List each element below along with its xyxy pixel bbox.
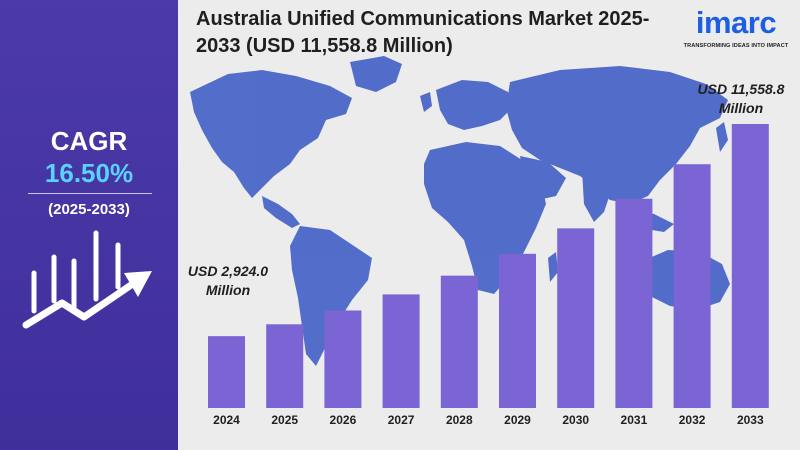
x-label-2029: 2029 [504, 413, 531, 427]
logo-tagline: TRANSFORMING IDEAS INTO IMPACT [683, 43, 789, 49]
callout-start-value: USD 2,924.0 Million [187, 263, 269, 298]
growth-chart-icon [22, 230, 152, 329]
bar-2025 [266, 324, 304, 408]
bar-2024 [208, 336, 245, 408]
x-label-2033: 2033 [737, 413, 764, 427]
bar-2031 [615, 198, 653, 408]
x-label-2032: 2032 [679, 413, 706, 427]
x-label-2024: 2024 [213, 413, 240, 427]
imarc-logo: imarc TRANSFORMING IDEAS INTO IMPACT [680, 6, 792, 56]
chart-title: Australia Unified Communications Market … [196, 8, 650, 57]
cagr-label: CAGR [50, 126, 128, 156]
cagr-divider [28, 193, 152, 194]
cagr-panel: CAGR 16.50% (2025-2033) [0, 0, 178, 450]
x-label-2031: 2031 [621, 413, 648, 427]
x-label-2026: 2026 [330, 413, 357, 427]
bar-2028 [440, 275, 478, 408]
callout-end-value: USD 11,558.8 Million [697, 81, 785, 116]
bar-2026 [324, 310, 362, 408]
bar-2030 [557, 228, 595, 408]
x-label-2028: 2028 [446, 413, 473, 427]
logo-wordmark: imarc [695, 5, 777, 40]
bars [208, 124, 769, 408]
cagr-period: (2025-2033) [48, 201, 130, 218]
bar-2027 [382, 294, 420, 408]
bar-2029 [499, 253, 536, 408]
x-label-2027: 2027 [388, 413, 415, 427]
x-label-2030: 2030 [562, 413, 589, 427]
world-map [190, 56, 760, 366]
cagr-value: 16.50% [44, 158, 134, 188]
bar-2032 [673, 164, 711, 408]
x-label-2025: 2025 [271, 413, 298, 427]
bar-2033 [731, 124, 769, 408]
x-axis-labels: 2024 2025 2026 2027 2028 2029 2030 2031 2032 2033 [213, 413, 764, 427]
